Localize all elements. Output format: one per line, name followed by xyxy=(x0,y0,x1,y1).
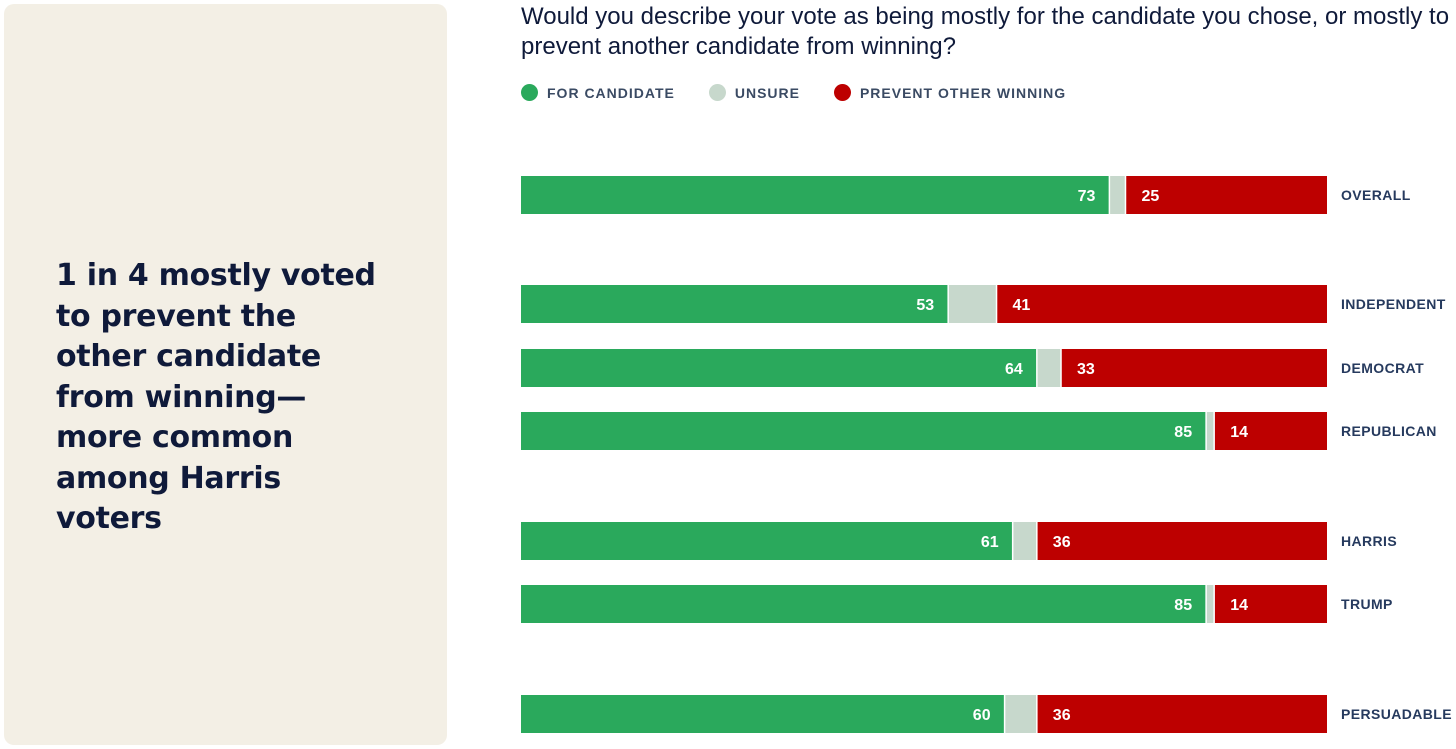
row-label-democrat: DEMOCRAT xyxy=(1341,360,1424,376)
bar-unsure-trump xyxy=(1206,585,1215,623)
value-label-for-candidate-persuadable: 60 xyxy=(973,707,991,724)
legend-label-for-candidate: FOR CANDIDATE xyxy=(547,84,675,101)
bar-prevent-trump xyxy=(1214,585,1327,623)
row-label-independent: INDEPENDENT xyxy=(1341,296,1446,312)
row-label-republican: REPUBLICAN xyxy=(1341,423,1437,439)
value-label-for-candidate-democrat: 64 xyxy=(1005,361,1023,378)
bar-prevent-persuadable xyxy=(1036,695,1327,733)
bar-for-candidate-persuadable xyxy=(521,695,1005,733)
legend-label-prevent: PREVENT OTHER WINNING xyxy=(859,84,1067,101)
row-label-persuadable: PERSUADABLE xyxy=(1341,706,1452,722)
bar-for-candidate-harris xyxy=(521,522,1013,560)
bar-for-candidate-republican xyxy=(521,412,1207,450)
value-label-for-candidate-republican: 85 xyxy=(1174,424,1192,441)
bar-prevent-democrat xyxy=(1061,349,1327,387)
legend-item-prevent: PREVENT OTHER WINNING xyxy=(833,84,1067,101)
value-label-prevent-republican: 14 xyxy=(1230,424,1248,441)
value-label-for-candidate-trump: 85 xyxy=(1174,597,1192,614)
bar-unsure-independent xyxy=(948,285,997,323)
legend-item-for-candidate: FOR CANDIDATE xyxy=(521,84,675,101)
bar-for-candidate-trump xyxy=(521,585,1207,623)
bar-prevent-overall xyxy=(1125,176,1327,214)
bar-for-candidate-independent xyxy=(521,285,949,323)
value-label-prevent-trump: 14 xyxy=(1230,597,1248,614)
bar-unsure-republican xyxy=(1206,412,1215,450)
side-panel xyxy=(4,4,447,745)
legend-swatch-for-candidate xyxy=(521,84,538,101)
value-label-prevent-overall: 25 xyxy=(1142,188,1160,205)
headline: 1 in 4 mostly voted to prevent the other… xyxy=(56,258,376,536)
legend: FOR CANDIDATE UNSURE PREVENT OTHER WINNI… xyxy=(521,84,1100,101)
bar-prevent-independent xyxy=(996,285,1327,323)
value-label-prevent-harris: 36 xyxy=(1053,534,1071,551)
value-label-prevent-persuadable: 36 xyxy=(1053,707,1071,724)
bar-unsure-democrat xyxy=(1036,349,1061,387)
value-label-for-candidate-overall: 73 xyxy=(1078,188,1096,205)
row-label-harris: HARRIS xyxy=(1341,533,1397,549)
legend-label-unsure: UNSURE xyxy=(734,84,800,101)
row-label-overall: OVERALL xyxy=(1341,187,1411,203)
row-label-trump: TRUMP xyxy=(1341,596,1393,612)
legend-swatch-unsure xyxy=(708,84,726,101)
value-label-prevent-democrat: 33 xyxy=(1077,361,1095,378)
legend-swatch-prevent xyxy=(833,84,851,101)
legend-item-unsure: UNSURE xyxy=(708,84,800,101)
value-label-for-candidate-harris: 61 xyxy=(981,534,999,551)
bar-unsure-persuadable xyxy=(1004,695,1037,733)
bar-for-candidate-democrat xyxy=(521,349,1037,387)
value-label-for-candidate-independent: 53 xyxy=(916,297,934,314)
chart-title: Would you describe your vote as being mo… xyxy=(521,3,1450,60)
value-label-prevent-independent: 41 xyxy=(1013,297,1031,314)
bar-prevent-harris xyxy=(1036,522,1327,560)
bar-unsure-overall xyxy=(1109,176,1126,214)
bar-prevent-republican xyxy=(1214,412,1327,450)
bar-for-candidate-overall xyxy=(521,176,1110,214)
bar-unsure-harris xyxy=(1012,522,1037,560)
